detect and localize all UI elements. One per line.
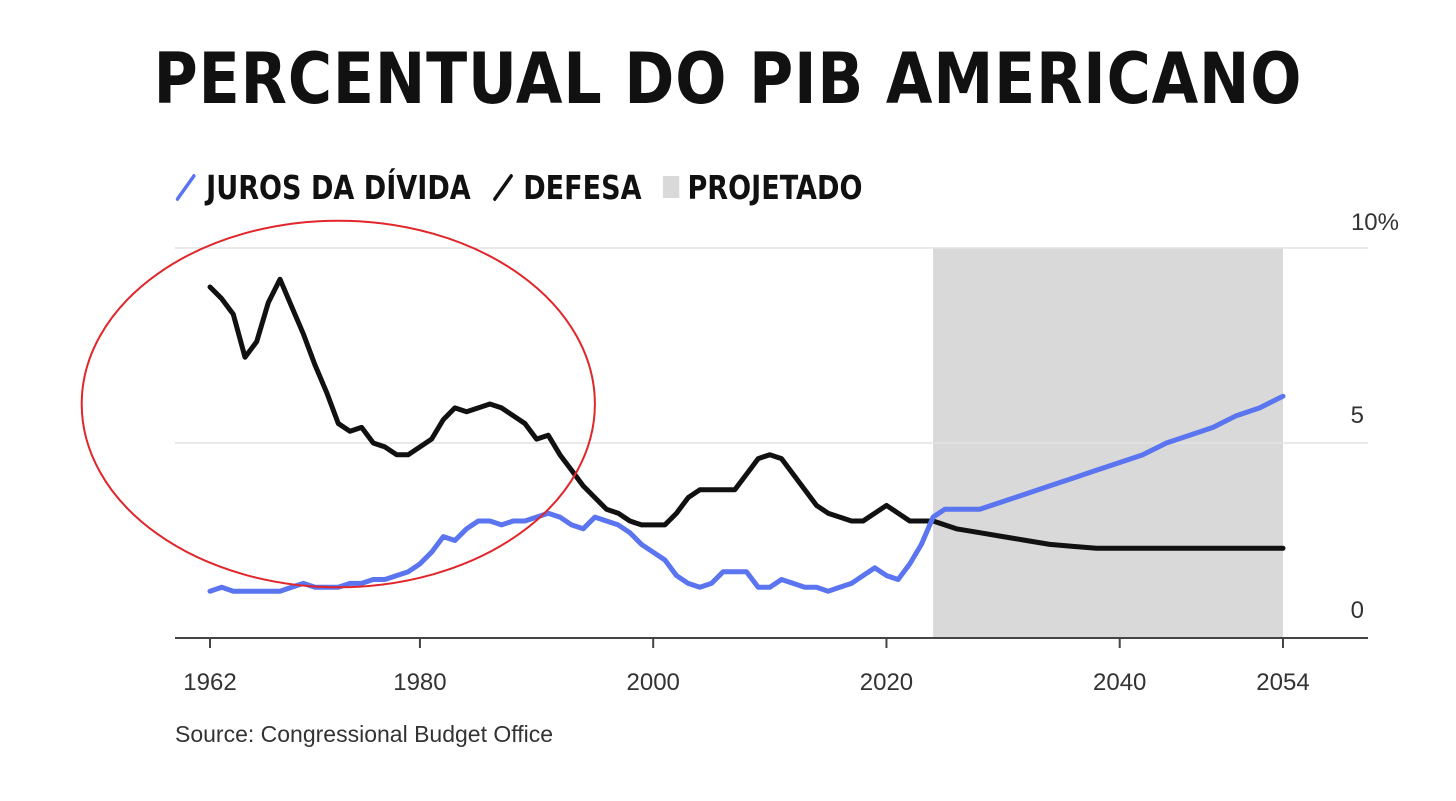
projected-band [933, 248, 1283, 638]
source-note: Source: Congressional Budget Office [175, 721, 554, 747]
legend-swatch-projetado [662, 176, 680, 198]
legend-item-defesa: DEFESA [492, 168, 642, 207]
series-line-defesa [207, 276, 1286, 551]
highlight-ellipse [80, 219, 596, 589]
legend-label-defesa: DEFESA [523, 167, 642, 207]
y-tick-label: 10% [1351, 209, 1399, 236]
y-tick-label: 0 [1351, 597, 1364, 624]
legend-line-defesa-icon [492, 174, 513, 201]
y-tick-label: 5 [1351, 402, 1364, 429]
x-tick-label: 2020 [860, 669, 913, 696]
legend-label-projetado: PROJETADO [687, 167, 863, 207]
x-tick-label: 2054 [1256, 669, 1309, 696]
legend: JUROS DA DÍVIDA DEFESA PROJETADO [175, 162, 884, 212]
series-line-juros [207, 393, 1286, 594]
x-tick-label: 2000 [627, 669, 680, 696]
x-tick-label: 1962 [183, 669, 236, 696]
x-tick-label: 1980 [393, 669, 446, 696]
legend-line-juros-icon [175, 174, 196, 201]
legend-item-projetado: PROJETADO [662, 167, 863, 207]
legend-item-juros: JUROS DA DÍVIDA [175, 168, 471, 207]
x-tick-label: 2040 [1093, 669, 1146, 696]
legend-label-juros: JUROS DA DÍVIDA [206, 167, 471, 207]
chart-title: PERCENTUAL DO PIB AMERICANO [153, 38, 1303, 120]
